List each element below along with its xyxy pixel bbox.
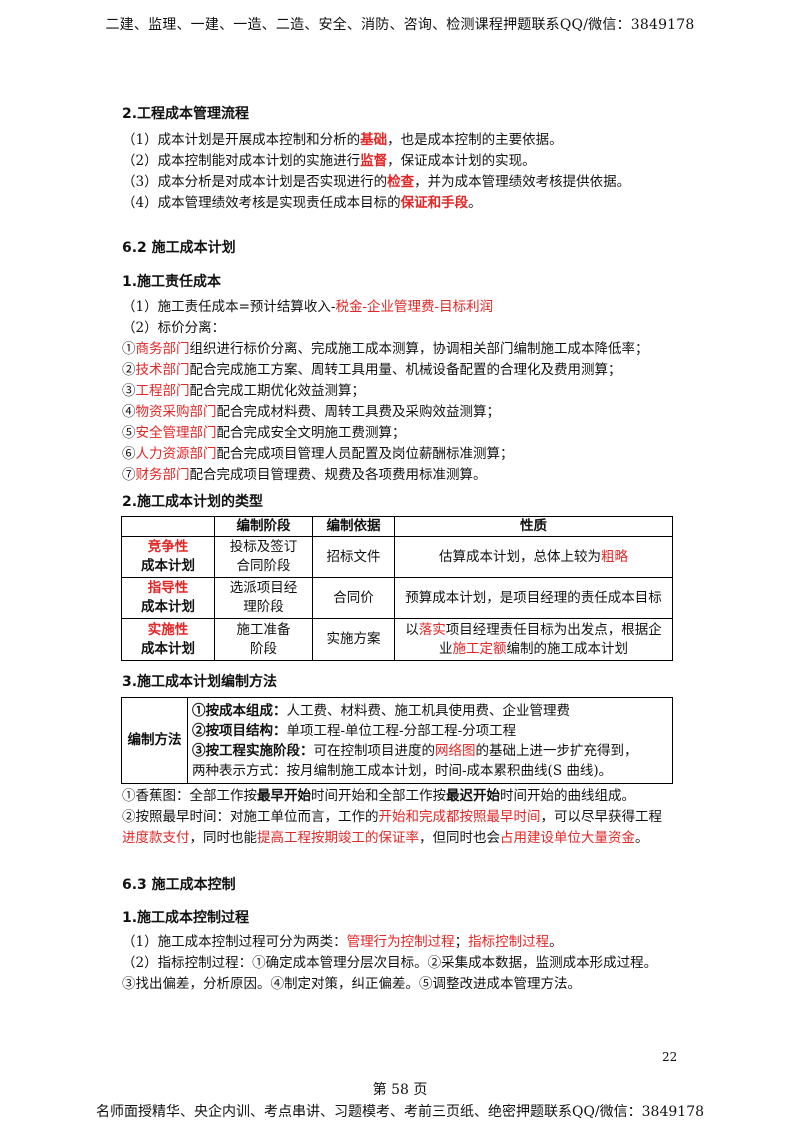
plan-types-table: 编制阶段 编制依据 性质 竞争性 成本计划 投标及签订 合同阶段 招标文件 估算成本… <box>121 516 673 661</box>
plan-type-name: 指导性 成本计划 <box>121 577 215 619</box>
note-earliest: ②按照最早时间：对施工单位而言，工作的开始和完成都按照最早时间，可以尽早获得工程 <box>122 809 662 825</box>
page-label: 第 58 页 <box>372 1082 428 1098</box>
plan-stage: 选派项目经 理阶段 <box>214 577 313 619</box>
methods-label: 编制方法 <box>121 697 188 784</box>
list-item: ⑤安全管理部门配合完成安全文明施工费测算； <box>122 425 406 441</box>
methods-content: ①按成本组成：人工费、材料费、施工机具使用费、企业管理费 ②按项目结构：单项工程… <box>187 697 673 784</box>
plan-methods-table: 编制方法 ①按成本组成：人工费、材料费、施工机具使用费、企业管理费 ②按项目结构… <box>121 697 673 784</box>
table-header-cell: 性质 <box>394 516 673 537</box>
subsection-title-resp-cost: 1.施工责任成本 <box>122 274 222 290</box>
plan-stage: 施工准备 阶段 <box>214 618 313 661</box>
plan-stage: 投标及签订 合同阶段 <box>214 536 313 578</box>
plan-nature: 以落实项目经理责任目标为出发点，根据企 业施工定额编制的施工成本计划 <box>394 618 673 661</box>
subsection-title-control-process: 1.施工成本控制过程 <box>122 910 250 926</box>
method-1: ①按成本组成：人工费、材料费、施工机具使用费、企业管理费 <box>192 702 570 719</box>
list-item: ⑥人力资源部门配合完成项目管理人员配置及岗位薪酬标准测算； <box>122 446 514 462</box>
plan-basis: 招标文件 <box>312 536 395 578</box>
control-line-2: （2）指标控制过程：①确定成本管理分层次目标。②采集成本数据，监测成本形成过程。 <box>122 955 658 971</box>
section-title-6-2: 6.2 施工成本计划 <box>122 240 236 256</box>
control-line-3: ③找出偏差，分析原因。④制定对策，纠正偏差。⑤调整改进成本管理方法。 <box>122 976 581 992</box>
note-banana: ①香蕉图：全部工作按最早开始时间开始和全部工作按最迟开始时间开始的曲线组成。 <box>122 788 635 804</box>
plan-type-name: 竞争性 成本计划 <box>121 536 215 578</box>
process-line-4: （4）成本管理绩效考核是实现责任成本目标的保证和手段。 <box>122 195 482 211</box>
note-earliest-cont: 进度款支付，同时也能提高工程按期竣工的保证率，但同时也会占用建设单位大量资金。 <box>122 830 649 846</box>
section-title-6-3: 6.3 施工成本控制 <box>122 877 236 893</box>
list-item: ②技术部门配合完成施工方案、周转工具用量、机械设备配置的合理化及费用测算； <box>122 362 622 378</box>
list-item: ③工程部门配合完成工期优化效益测算； <box>122 383 365 399</box>
table-header-cell <box>121 516 215 537</box>
plan-basis: 实施方案 <box>312 618 395 661</box>
plan-type-name: 实施性 成本计划 <box>121 618 215 661</box>
process-line-3: （3）成本分析是对成本计划是否实现进行的检查，并为成本管理绩效考核提供依据。 <box>122 174 631 190</box>
page-number: 22 <box>662 1050 678 1064</box>
process-line-2: （2）成本控制能对成本计划的实施进行监督，保证成本计划的实现。 <box>122 153 536 169</box>
method-3: ③按工程实施阶段：可在控制项目进度的网络图的基础上进一步扩充得到， <box>192 742 638 759</box>
resp-line-2: （2）标价分离： <box>122 320 226 336</box>
method-2: ②按项目结构：单项工程-单位工程-分部工程-分项工程 <box>192 722 517 739</box>
plan-nature: 估算成本计划，总体上较为粗略 <box>394 536 673 578</box>
page-header: 二建、监理、一建、一造、二造、安全、消防、咨询、检测课程押题联系QQ/微信：38… <box>105 17 695 33</box>
resp-line-1: （1）施工责任成本=预计结算收入-税金-企业管理费-目标利润 <box>122 299 494 315</box>
table-row: 指导性 成本计划 选派项目经 理阶段 合同价 预算成本计划，是项目经理的责任成本目标 <box>121 577 673 619</box>
table-header-row: 编制阶段 编制依据 性质 <box>121 516 673 537</box>
process-line-1: （1）成本计划是开展成本控制和分析的基础，也是成本控制的主要依据。 <box>122 132 563 148</box>
plan-nature: 预算成本计划，是项目经理的责任成本目标 <box>394 577 673 619</box>
list-item: ④物资采购部门配合完成材料费、周转工具费及采购效益测算； <box>122 404 500 420</box>
control-line-1: （1）施工成本控制过程可分为两类：管理行为控制过程；指标控制过程。 <box>122 934 563 950</box>
subsection-title-plan-types: 2.施工成本计划的类型 <box>122 494 264 510</box>
table-row: 竞争性 成本计划 投标及签订 合同阶段 招标文件 估算成本计划，总体上较为粗略 <box>121 536 673 578</box>
list-item: ①商务部门组织进行标价分离、完成施工成本测算，协调相关部门编制施工成本降低率； <box>122 341 649 357</box>
table-row: 编制方法 ①按成本组成：人工费、材料费、施工机具使用费、企业管理费 ②按项目结构… <box>121 697 673 784</box>
table-row: 实施性 成本计划 施工准备 阶段 实施方案 以落实项目经理责任目标为出发点，根据企业… <box>121 618 673 661</box>
plan-basis: 合同价 <box>312 577 395 619</box>
section-title-cost-process: 2.工程成本管理流程 <box>122 106 250 122</box>
subsection-title-plan-methods: 3.施工成本计划编制方法 <box>122 674 278 690</box>
page-footer: 名师面授精华、央企内训、考点串讲、习题模考、考前三页纸、绝密押题联系QQ/微信：… <box>95 1104 705 1120</box>
table-header-cell: 编制阶段 <box>214 516 313 537</box>
table-header-cell: 编制依据 <box>312 516 395 537</box>
method-3-cont: 两种表示方式：按月编制施工成本计划，时间-成本累积曲线(S 曲线)。 <box>192 762 613 779</box>
list-item: ⑦财务部门配合完成项目管理费、规费及各项费用标准测算。 <box>122 467 487 483</box>
